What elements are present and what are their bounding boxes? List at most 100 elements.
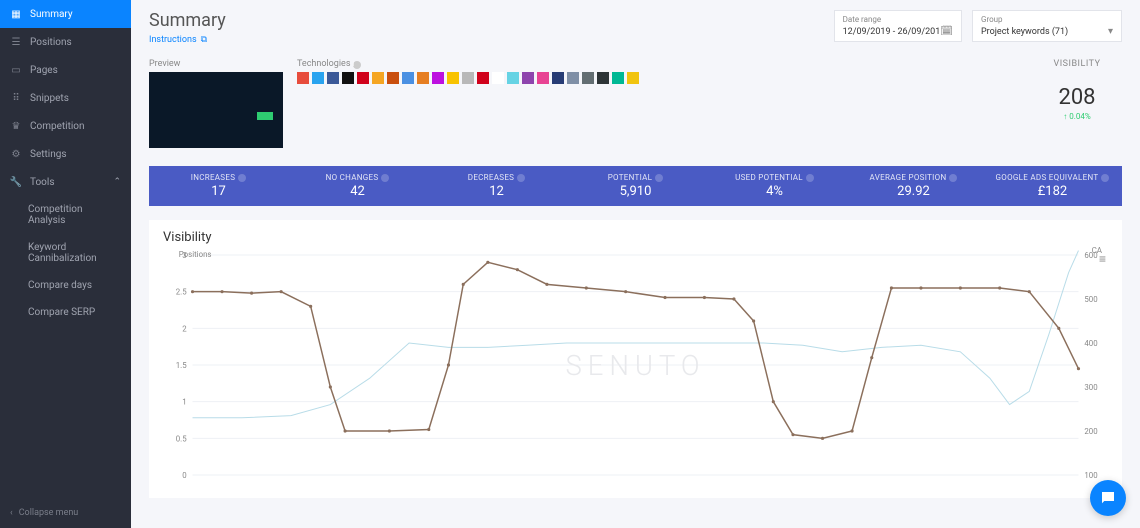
sidebar-item-label: Tools (30, 177, 54, 188)
info-icon[interactable]: i (353, 61, 361, 69)
tech-icon[interactable] (567, 72, 579, 84)
sidebar: ▦ Summary ☰ Positions ▭ Pages ⠿ Snippets… (0, 0, 131, 528)
sidebar-item-positions[interactable]: ☰ Positions (0, 28, 131, 56)
main-content: Summary Instructions ⧉ Date range 12/09/… (131, 0, 1140, 528)
technologies-row (297, 72, 1018, 84)
info-icon[interactable] (655, 174, 663, 182)
tech-icon[interactable] (462, 72, 474, 84)
metric-increases: INCREASES 17 (149, 166, 288, 206)
metric-no-changes: NO CHANGES 42 (288, 166, 427, 206)
top-row: Preview Technologies i VISIBILITY 208 ↑ … (149, 59, 1122, 148)
svg-text:400: 400 (1084, 339, 1097, 348)
tech-icon[interactable] (522, 72, 534, 84)
tech-icon[interactable] (372, 72, 384, 84)
metric-value: 5,910 (570, 184, 701, 199)
tech-icon[interactable] (537, 72, 549, 84)
tech-icon[interactable] (507, 72, 519, 84)
tech-icon[interactable] (402, 72, 414, 84)
snippet-icon: ⠿ (10, 92, 22, 104)
svg-text:200: 200 (1084, 427, 1097, 436)
sidebar-item-settings[interactable]: ⚙ Settings (0, 140, 131, 168)
metric-value: 29.92 (848, 184, 979, 199)
tech-icon[interactable] (552, 72, 564, 84)
collapse-icon: ‹ (10, 508, 13, 518)
tech-icon[interactable] (327, 72, 339, 84)
preview-label: Preview (149, 59, 283, 69)
tech-icon[interactable] (387, 72, 399, 84)
gear-icon: ⚙ (10, 148, 22, 160)
chat-button[interactable] (1090, 480, 1126, 516)
info-icon[interactable] (238, 174, 246, 182)
tech-icon[interactable] (582, 72, 594, 84)
metric-potential: POTENTIAL 5,910 (566, 166, 705, 206)
group-label: Group (981, 15, 1113, 24)
info-icon[interactable] (517, 174, 525, 182)
page-header: Summary Instructions ⧉ Date range 12/09/… (149, 10, 1122, 45)
filters: Date range 12/09/2019 - 26/09/201 🗓 Grou… (834, 10, 1122, 42)
tech-icon[interactable] (627, 72, 639, 84)
visibility-block: VISIBILITY 208 ↑ 0.04% (1032, 59, 1122, 148)
tech-icon[interactable] (492, 72, 504, 84)
preview-thumbnail[interactable] (149, 72, 283, 148)
page-icon: ▭ (10, 64, 22, 76)
tech-icon[interactable] (612, 72, 624, 84)
group-filter[interactable]: Group Project keywords (71) ▾ (972, 10, 1122, 42)
sidebar-sub-compare-serp[interactable]: Compare SERP (0, 299, 131, 326)
info-icon[interactable] (381, 174, 389, 182)
chart-menu-icon[interactable]: ≡ (1099, 252, 1106, 266)
chevron-up-icon: ⌃ (113, 177, 121, 187)
technologies-block: Technologies i (297, 59, 1018, 148)
tech-icon[interactable] (432, 72, 444, 84)
metric-label: GOOGLE ADS EQUIVALENT (987, 173, 1118, 182)
chat-icon (1099, 489, 1117, 507)
tech-icon[interactable] (597, 72, 609, 84)
external-icon: ⧉ (201, 35, 207, 45)
metric-used-potential: USED POTENTIAL 4% (705, 166, 844, 206)
tech-icon[interactable] (297, 72, 309, 84)
instructions-label: Instructions (149, 35, 197, 45)
sidebar-item-label: Competition (30, 121, 85, 132)
wrench-icon: 🔧 (10, 176, 22, 188)
sidebar-item-label: Summary (30, 9, 73, 20)
sidebar-item-label: Settings (30, 149, 67, 160)
sidebar-sub-competition-analysis[interactable]: Competition Analysis (0, 196, 131, 234)
collapse-menu[interactable]: ‹ Collapse menu (0, 498, 131, 528)
metric-value: 17 (153, 184, 284, 199)
tech-icon[interactable] (477, 72, 489, 84)
info-icon[interactable] (949, 174, 957, 182)
tech-icon[interactable] (417, 72, 429, 84)
metric-value: £182 (987, 184, 1118, 199)
metric-label: NO CHANGES (292, 173, 423, 182)
visibility-value: 208 (1032, 85, 1122, 110)
svg-text:300: 300 (1084, 383, 1097, 392)
date-range-label: Date range (843, 15, 953, 24)
tech-icon[interactable] (357, 72, 369, 84)
tech-icon[interactable] (312, 72, 324, 84)
metric-value: 12 (431, 184, 562, 199)
svg-text:2.5: 2.5 (176, 288, 187, 297)
sidebar-item-summary[interactable]: ▦ Summary (0, 0, 131, 28)
metric-label: POTENTIAL (570, 173, 701, 182)
metric-average-position: AVERAGE POSITION 29.92 (844, 166, 983, 206)
sidebar-item-snippets[interactable]: ⠿ Snippets (0, 84, 131, 112)
svg-text:1: 1 (182, 398, 186, 407)
tech-icon[interactable] (447, 72, 459, 84)
svg-text:0.5: 0.5 (176, 434, 187, 443)
date-range-filter[interactable]: Date range 12/09/2019 - 26/09/201 🗓 (834, 10, 962, 42)
sidebar-item-tools[interactable]: 🔧 Tools ⌃ (0, 168, 131, 196)
sidebar-item-pages[interactable]: ▭ Pages (0, 56, 131, 84)
sidebar-sub-compare-days[interactable]: Compare days (0, 272, 131, 299)
visibility-chart: 00.511.522.53100200300400500600SENUTOPos… (163, 245, 1108, 485)
sidebar-sub-keyword-cannibalization[interactable]: Keyword Cannibalization (0, 234, 131, 272)
info-icon[interactable] (1101, 174, 1109, 182)
sidebar-item-competition[interactable]: ♛ Competition (0, 112, 131, 140)
info-icon[interactable] (806, 174, 814, 182)
metric-decreases: DECREASES 12 (427, 166, 566, 206)
svg-text:0: 0 (182, 471, 186, 480)
preview-block: Preview (149, 59, 283, 148)
tech-icon[interactable] (342, 72, 354, 84)
svg-text:1.5: 1.5 (176, 361, 187, 370)
svg-text:500: 500 (1084, 295, 1097, 304)
instructions-link[interactable]: Instructions ⧉ (149, 35, 226, 45)
metrics-bar: INCREASES 17NO CHANGES 42DECREASES 12POT… (149, 166, 1122, 206)
